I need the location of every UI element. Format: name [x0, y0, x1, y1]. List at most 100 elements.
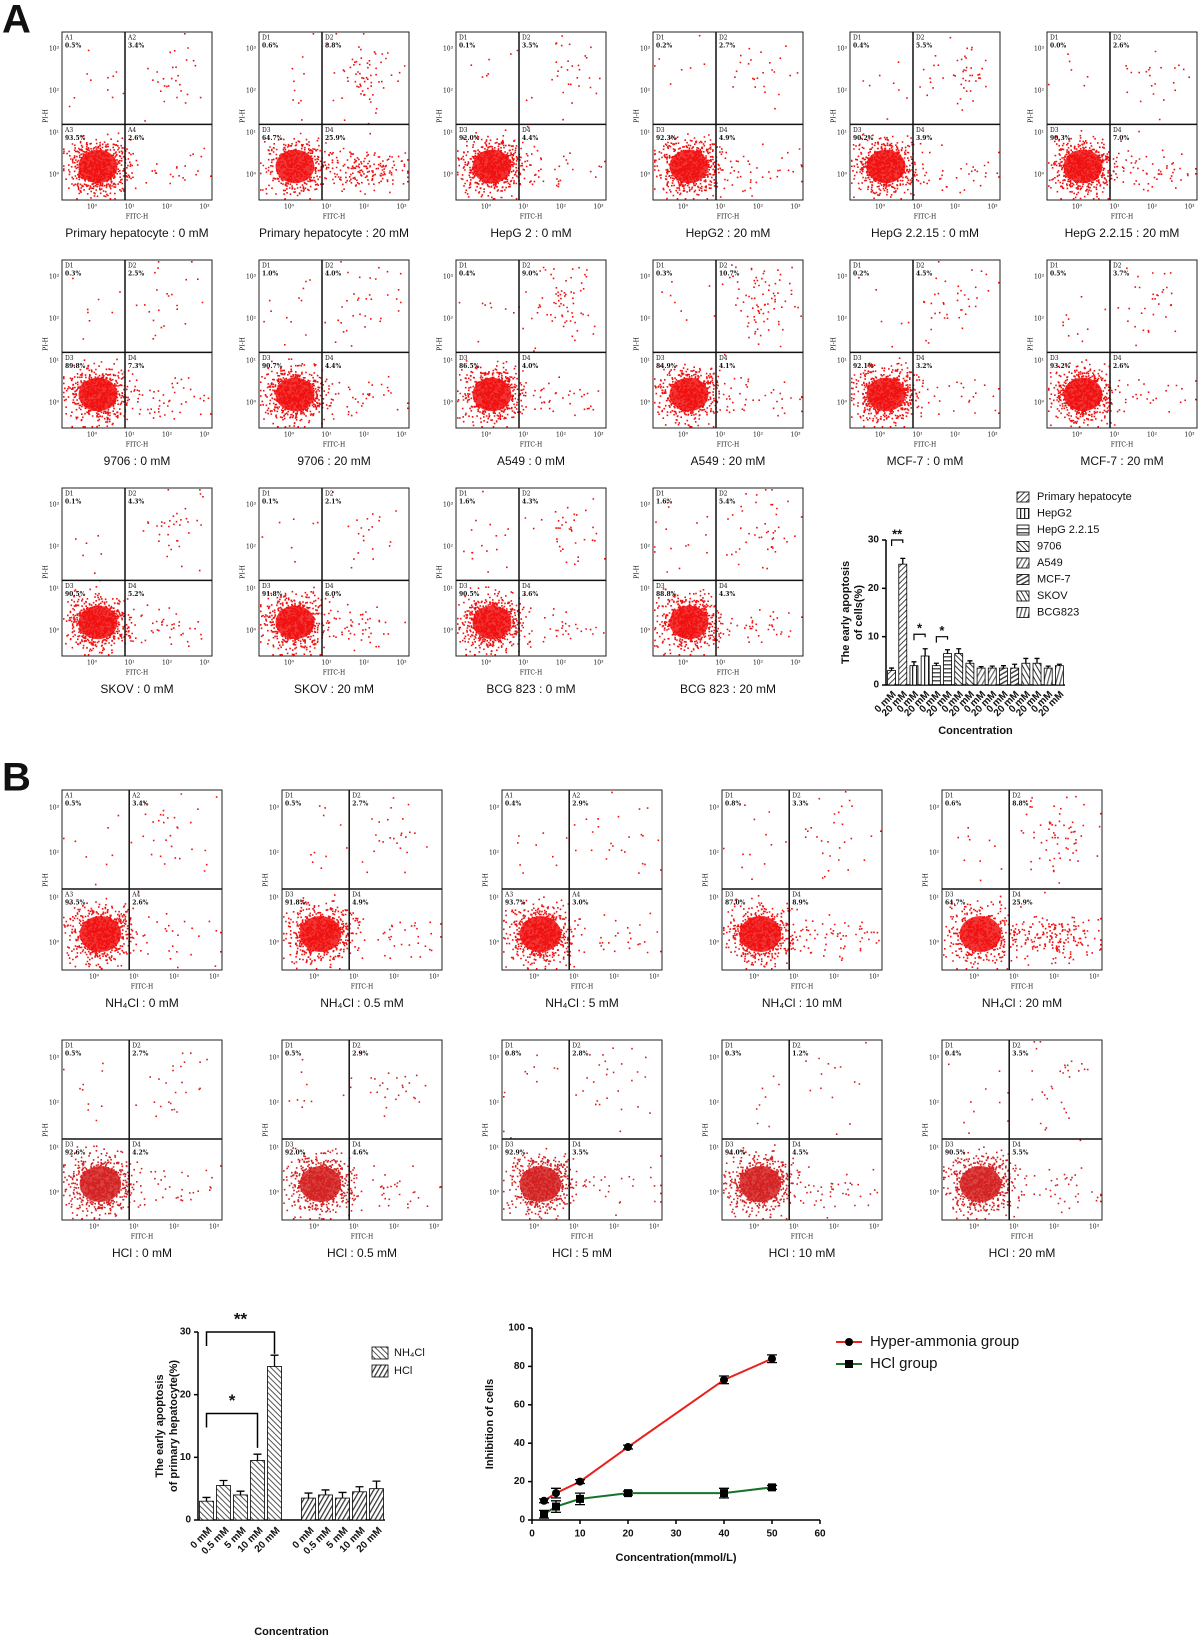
quadrant-name: D4	[916, 127, 925, 134]
bar	[1032, 662, 1042, 686]
x-tick-label: 10¹	[912, 204, 922, 211]
legend-swatch	[1016, 574, 1030, 585]
x-tick-label: 10²	[1147, 432, 1158, 439]
legend-label: A549	[1037, 557, 1063, 569]
y-tick-label: 10¹	[49, 129, 59, 136]
caption: BCG 823 : 20 mM	[680, 682, 776, 696]
quadrant-percent: 9.0%	[522, 271, 538, 278]
x-axis-label: FITC-H	[717, 214, 739, 221]
x-tick-label: 0	[529, 1529, 535, 1540]
x-tick-label: 10¹	[1009, 1224, 1019, 1231]
quadrant-percent: 7.3%	[128, 363, 144, 370]
y-axis-label: PI-H	[240, 337, 247, 351]
bar	[233, 1494, 248, 1521]
bar	[216, 1485, 231, 1521]
quadrant-name: D3	[65, 583, 74, 590]
y-tick-label: 10⁰	[929, 940, 940, 947]
quadrant-name: D2	[128, 491, 137, 498]
y-tick-label: 10²	[489, 1100, 500, 1107]
x-axis-label: FITC-H	[914, 214, 936, 221]
quadrant-percent: 2.8%	[572, 1051, 588, 1058]
x-tick-label: 10⁰	[89, 1224, 100, 1231]
x-axis-label: FITC-H	[131, 984, 153, 991]
quadrant-percent: 94.0%	[725, 1150, 746, 1157]
x-tick-label: 10³	[429, 1224, 440, 1231]
bar	[999, 667, 1008, 686]
quadrant-name: D2	[1012, 1043, 1021, 1050]
y-axis-label: PI-H	[923, 1123, 930, 1137]
bar	[920, 655, 930, 686]
x-axis-label: FITC-H	[717, 442, 739, 449]
dot-cloud	[260, 491, 406, 656]
caption: HCl : 10 mM	[769, 1246, 836, 1260]
significance-mark: *	[229, 1391, 236, 1410]
quadrant-name: D4	[352, 892, 361, 899]
quadrant-name: A3	[64, 892, 73, 899]
x-axis-label: FITC-H	[1011, 984, 1033, 991]
quadrant-percent: 4.4%	[522, 135, 538, 142]
marker	[552, 1502, 560, 1511]
quadrant-percent: 0.1%	[262, 499, 278, 506]
quadrant-name: D4	[916, 355, 925, 362]
x-axis-label: FITC-H	[791, 1234, 813, 1241]
y-tick-label: 10¹	[443, 129, 453, 136]
y-tick-label: 10¹	[709, 895, 719, 902]
dot-cloud	[63, 1052, 222, 1220]
quadrant-percent: 3.4%	[132, 801, 148, 808]
caption: HepG2 : 20 mM	[686, 226, 771, 240]
quadrant-name: D1	[656, 263, 665, 270]
legend-marker	[845, 1360, 853, 1368]
x-tick-label: 10²	[950, 432, 961, 439]
quadrant-name: D1	[459, 491, 468, 498]
y-tick-label: 10⁰	[246, 399, 257, 406]
y-axis-label: PI-H	[634, 109, 641, 123]
bar	[887, 670, 896, 686]
caption: HCl : 20 mM	[989, 1246, 1056, 1260]
quadrant-name: D1	[459, 35, 468, 42]
quadrant-name: D1	[656, 35, 665, 42]
quadrant-name: D2	[719, 491, 728, 498]
x-tick-label: 10⁰	[309, 1224, 320, 1231]
quadrant-name: D3	[65, 1142, 74, 1149]
y-tick-label: 10⁰	[929, 1190, 940, 1197]
plot-frame	[721, 789, 883, 971]
x-tick-label: 10¹	[1009, 974, 1019, 981]
y-tick-label: 10⁰	[640, 627, 651, 634]
quadrant-percent: 0.4%	[459, 271, 475, 278]
x-axis-label: FITC-H	[571, 984, 593, 991]
x-tick-label: 10²	[1147, 204, 1158, 211]
x-axis-label: FITC-H	[131, 1234, 153, 1241]
x-tick-label: 10	[574, 1529, 586, 1540]
y-axis-label: PI-H	[43, 565, 50, 579]
x-axis-label: FITC-H	[323, 214, 345, 221]
error-bar	[1034, 657, 1040, 664]
quadrant-percent: 2.1%	[325, 499, 341, 506]
y-tick-label: 10¹	[49, 895, 59, 902]
y-axis-label: PI-H	[437, 565, 444, 579]
x-tick-label: 10⁰	[87, 660, 98, 667]
y-tick-label: 10⁰	[489, 940, 500, 947]
caption: NH₄Cl : 20 mM	[982, 996, 1062, 1010]
marker	[540, 1496, 548, 1505]
x-tick-label: 10⁰	[481, 432, 492, 439]
quadrant-name: D3	[656, 355, 665, 362]
quadrant-name: D4	[325, 583, 334, 590]
y-tick-label: 10⁰	[837, 399, 848, 406]
quadrant-name: D1	[262, 491, 271, 498]
quadrant-percent: 4.6%	[352, 1150, 368, 1157]
quadrant-percent: 64.7%	[262, 135, 283, 142]
quadrant-name: A4	[571, 892, 580, 899]
x-tick-label: 10⁰	[1072, 204, 1083, 211]
quadrant-percent: 3.0%	[572, 900, 588, 907]
x-tick-label: 10³	[199, 660, 210, 667]
y-tick-label: 30	[180, 1327, 192, 1338]
y-tick-label: 10⁰	[49, 627, 60, 634]
quadrant-percent: 3.2%	[916, 363, 932, 370]
x-tick-label: 10³	[593, 432, 604, 439]
caption: HCl : 0.5 mM	[327, 1246, 397, 1260]
dot-cloud	[943, 795, 1102, 970]
y-tick-label: 10²	[49, 315, 60, 322]
quadrant-percent: 0.3%	[656, 271, 672, 278]
dot-cloud	[503, 1047, 662, 1220]
marker	[624, 1489, 632, 1498]
